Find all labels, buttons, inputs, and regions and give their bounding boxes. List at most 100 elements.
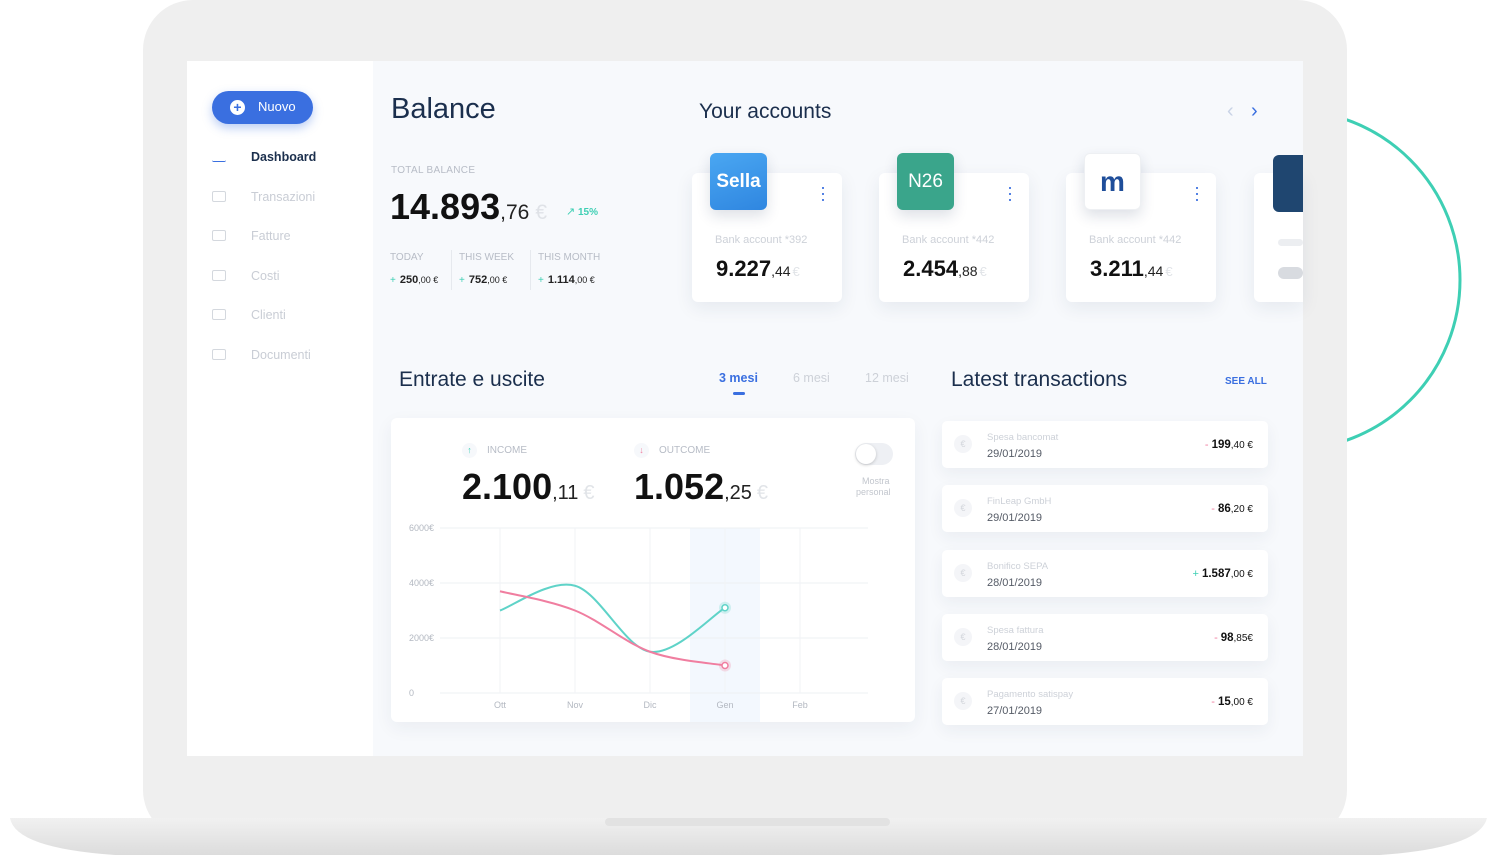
menu-icon bbox=[212, 151, 226, 162]
transaction-amount: -98,85€ bbox=[1214, 632, 1253, 644]
new-button[interactable]: + Nuovo bbox=[212, 91, 313, 124]
period-value: +250,00 € bbox=[390, 274, 438, 286]
amount: 250 bbox=[399, 274, 419, 286]
period-value: +752,00 € bbox=[459, 274, 507, 286]
new-button-label: Nuovo bbox=[258, 99, 296, 114]
period-tab[interactable]: 6 mesi bbox=[793, 371, 830, 385]
toggle[interactable] bbox=[855, 443, 893, 465]
decimal: ,20 € bbox=[1230, 504, 1253, 516]
transaction-name: Spesa fattura bbox=[987, 624, 1044, 636]
menu-icon bbox=[212, 190, 226, 202]
outcome-total: 1.052,25 € bbox=[634, 466, 768, 508]
menu-item[interactable]: Clienti bbox=[251, 308, 286, 323]
transaction-icon: € bbox=[954, 563, 972, 582]
change-arrow: ↗ bbox=[566, 206, 576, 218]
sign: - bbox=[1211, 696, 1215, 709]
laptop-notch bbox=[605, 818, 890, 826]
income-icon: ↑ bbox=[462, 443, 477, 458]
next-arrow[interactable]: › bbox=[1251, 100, 1258, 122]
sidebar bbox=[187, 61, 373, 756]
account-logo bbox=[1273, 155, 1303, 212]
total-balance: 14.893,76 € bbox=[390, 186, 547, 228]
account-logo: Sella bbox=[710, 153, 767, 210]
total-label: TOTAL BALANCE bbox=[391, 165, 476, 176]
card-menu[interactable]: ··· bbox=[814, 185, 834, 203]
card-menu[interactable]: ··· bbox=[1188, 185, 1208, 203]
laptop-base bbox=[10, 818, 1487, 855]
card-name: Bank account *442 bbox=[902, 234, 995, 246]
period-label: THIS WEEK bbox=[459, 252, 515, 263]
decimal: ,88 bbox=[958, 263, 978, 279]
transaction-amount: -86,20 € bbox=[1211, 503, 1253, 515]
currency: € bbox=[792, 264, 800, 279]
decimal: ,40 € bbox=[1230, 440, 1253, 451]
sign: - bbox=[1211, 503, 1215, 516]
integer: 2.100 bbox=[462, 466, 553, 507]
amount: 1.114 bbox=[547, 274, 575, 286]
card-menu[interactable]: ··· bbox=[1001, 185, 1021, 203]
sign: + bbox=[459, 275, 465, 286]
integer: 1.052 bbox=[634, 466, 725, 507]
transaction-icon: € bbox=[954, 499, 972, 518]
transaction-date: 28/01/2019 bbox=[987, 640, 1043, 653]
tab-underline bbox=[733, 392, 745, 395]
transaction-date: 28/01/2019 bbox=[987, 576, 1043, 589]
menu-item[interactable]: Transazioni bbox=[251, 189, 316, 204]
amount: 98 bbox=[1220, 631, 1234, 644]
transaction-item[interactable]: € Pagamento satispay 27/01/2019 bbox=[942, 678, 1268, 726]
placeholder-bar bbox=[1278, 267, 1303, 279]
transaction-item[interactable]: € Spesa fattura 28/01/2019 bbox=[942, 613, 1268, 661]
amount: 15 bbox=[1217, 696, 1231, 709]
outcome-label: OUTCOME bbox=[659, 445, 711, 456]
decimal: ,00 € bbox=[487, 275, 508, 285]
decimal: ,44 bbox=[771, 263, 791, 279]
period-label: TODAY bbox=[390, 252, 424, 263]
amount: 86 bbox=[1217, 503, 1231, 516]
toggle-label: personal bbox=[856, 487, 891, 497]
decimal: ,00 € bbox=[574, 275, 595, 285]
period-label: THIS MONTH bbox=[538, 252, 601, 263]
decimal: ,44 bbox=[1143, 263, 1164, 279]
toggle-label: Mostra bbox=[862, 476, 890, 486]
divider bbox=[451, 250, 452, 290]
transaction-date: 29/01/2019 bbox=[987, 448, 1043, 460]
see-all[interactable]: SEE ALL bbox=[1225, 376, 1267, 387]
menu-icon bbox=[212, 309, 226, 321]
transaction-item[interactable]: € Spesa bancomat 29/01/2019 bbox=[942, 421, 1268, 468]
currency: € bbox=[583, 482, 595, 504]
menu-icon bbox=[212, 230, 226, 242]
menu-item[interactable]: Fatture bbox=[251, 229, 291, 244]
integer: 2.454 bbox=[903, 256, 959, 281]
menu-item[interactable]: Documenti bbox=[251, 348, 311, 362]
period-tab[interactable]: 12 mesi bbox=[865, 371, 909, 385]
transaction-amount: +1.587,00 € bbox=[1193, 568, 1253, 580]
sign: - bbox=[1204, 439, 1209, 451]
card-balance: 2.454,88 € bbox=[903, 256, 987, 282]
amount: 1.587 bbox=[1201, 567, 1231, 580]
menu-item[interactable]: Costi bbox=[251, 268, 280, 283]
menu-icon bbox=[212, 269, 226, 281]
decimal: ,76 bbox=[500, 201, 530, 224]
accounts-title: Your accounts bbox=[699, 100, 832, 123]
prev-arrow[interactable]: ‹ bbox=[1227, 100, 1234, 122]
menu-icon bbox=[212, 349, 226, 360]
decimal: ,11 bbox=[552, 482, 579, 504]
decimal: ,00 € bbox=[1230, 697, 1253, 709]
decimal: ,25 bbox=[724, 482, 752, 504]
decimal: ,00 € bbox=[418, 275, 439, 285]
transaction-date: 27/01/2019 bbox=[987, 705, 1043, 718]
decimal: ,85€ bbox=[1233, 632, 1253, 644]
card-balance: 9.227,44 € bbox=[716, 256, 800, 282]
transaction-name: Pagamento satispay bbox=[987, 689, 1074, 701]
card-balance: 3.211,44 € bbox=[1090, 256, 1173, 282]
transaction-item[interactable]: € Bonifico SEPA 28/01/2019 bbox=[942, 549, 1268, 597]
transactions-title: Latest transactions bbox=[951, 368, 1128, 391]
outcome-icon: ↓ bbox=[634, 443, 649, 458]
sign: - bbox=[1214, 631, 1218, 644]
plus-icon: + bbox=[230, 100, 245, 115]
transaction-amount: -15,00 € bbox=[1211, 696, 1253, 708]
transaction-item[interactable]: € FinLeap GmbH 29/01/2019 bbox=[942, 485, 1268, 533]
menu-item[interactable]: Dashboard bbox=[251, 150, 317, 164]
account-logo: N26 bbox=[897, 153, 954, 210]
period-tab[interactable]: 3 mesi bbox=[719, 371, 758, 385]
